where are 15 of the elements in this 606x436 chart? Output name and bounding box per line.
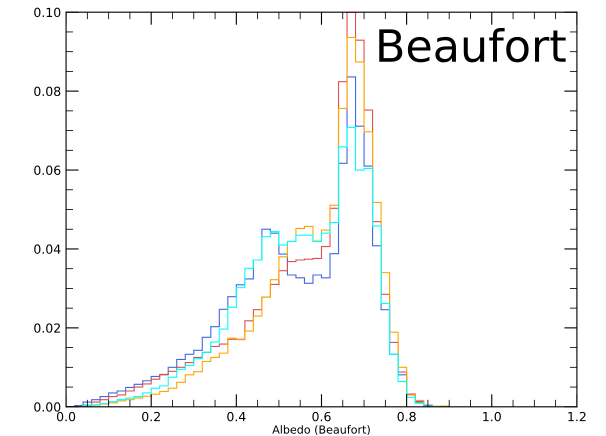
y-tick-label: 0.00: [34, 402, 60, 412]
y-tick-label: 0.02: [34, 323, 60, 333]
x-tick-label: 0.6: [312, 412, 331, 422]
y-tick-label: 0.10: [34, 8, 60, 18]
x-tick-label: 0.2: [142, 412, 160, 422]
y-tick-label: 0.08: [34, 86, 60, 96]
x-axis-title: Albedo (Beaufort): [272, 425, 370, 436]
x-tick-label: 1.2: [568, 412, 586, 422]
annotation: Beaufort: [379, 28, 566, 62]
x-tick-label: 0.4: [227, 412, 246, 422]
y-tick-label: 0.04: [34, 244, 60, 254]
x-tick-label: 1.0: [483, 412, 501, 422]
y-tick-label: 0.06: [34, 166, 60, 175]
x-tick-label: 0.8: [398, 412, 416, 422]
x-tick-label: 0.0: [56, 412, 76, 422]
